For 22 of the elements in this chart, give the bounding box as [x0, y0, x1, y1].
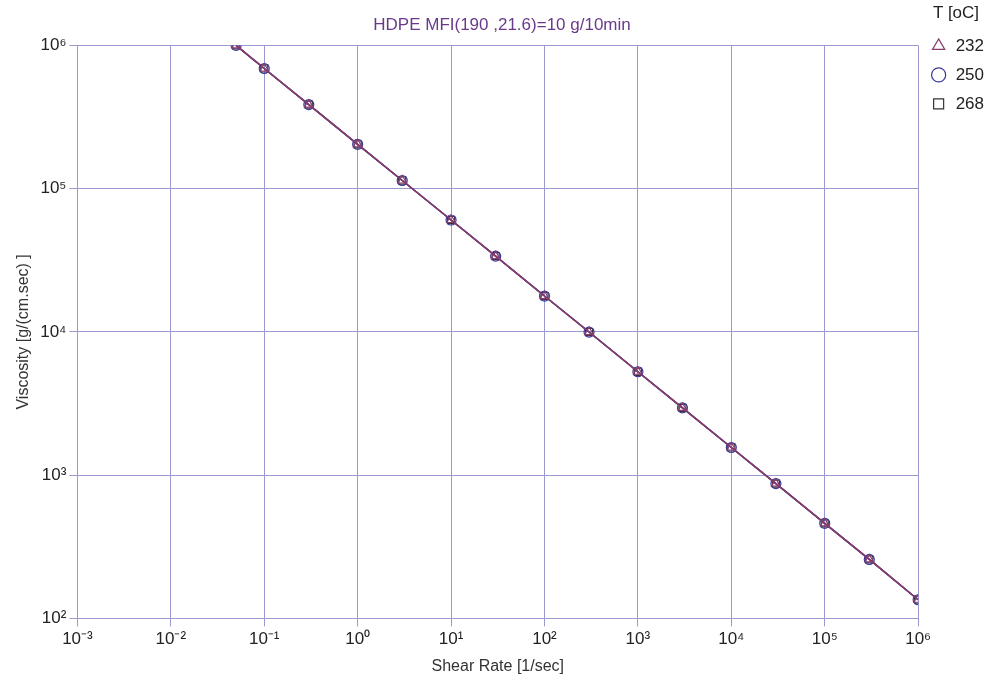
y-tick-label: 10⁶: [40, 35, 67, 55]
x-tick-label: 10²: [532, 629, 558, 649]
chart-title: HDPE MFI(190 ,21.6)=10 g/10min: [373, 14, 631, 34]
legend-label: 268: [955, 93, 985, 113]
y-tick-label: 10³: [41, 464, 67, 484]
x-tick-label: 10⁻¹: [248, 629, 280, 649]
legend-label: 250: [955, 64, 985, 84]
x-tick-label: 10¹: [438, 629, 464, 649]
x-tick-label: 10⁻²: [155, 629, 187, 649]
y-tick-label: 10⁵: [40, 178, 67, 198]
x-tick-label: 10⁴: [718, 629, 745, 649]
legend-title: T [oC]: [933, 3, 980, 23]
y-tick-label: 10²: [41, 608, 67, 628]
x-tick-label: 10⁵: [811, 629, 838, 649]
y-axis-title: Viscosity [g/(cm.sec) ]: [14, 254, 32, 410]
x-tick-label: 10⁰: [345, 629, 371, 649]
legend-label: 232: [955, 35, 985, 55]
x-axis-title: Shear Rate [1/sec]: [431, 656, 565, 674]
y-tick-label: 10⁴: [40, 321, 67, 341]
x-tick-label: 10⁻³: [62, 629, 94, 649]
x-tick-label: 10³: [625, 629, 651, 649]
x-tick-label: 10⁶: [905, 629, 932, 649]
